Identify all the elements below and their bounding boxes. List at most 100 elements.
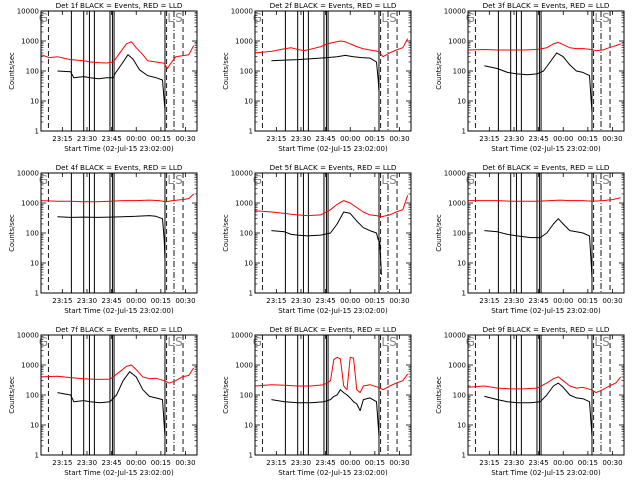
series-lld-line — [467, 41, 621, 52]
flag-letter-s: S — [389, 173, 397, 187]
y-tick-label: 1000 — [448, 38, 466, 46]
series-lld-line — [254, 38, 409, 58]
detector-panel-5: Det 5f BLACK = Events, RED = LLD Counts/s… — [222, 163, 412, 315]
flag-letter-l: L — [381, 11, 388, 25]
y-tick-label: 1 — [249, 128, 253, 136]
panel-title: Det 3f BLACK = Events, RED = LLD — [483, 1, 610, 10]
flag-letter-g: G — [39, 11, 48, 25]
x-tick-label: 00:15 — [151, 459, 171, 467]
detector-panel-4: Det 4f BLACK = Events, RED = LLD Counts/s… — [8, 163, 198, 315]
plot-frame — [467, 334, 625, 456]
x-tick-label: 00:30 — [389, 297, 409, 305]
series-events-line — [57, 54, 166, 111]
x-tick-label: 23:15 — [479, 135, 499, 143]
flag-letter-l: L — [167, 11, 174, 25]
x-tick-label: 23:15 — [52, 135, 72, 143]
x-tick-label: 00:30 — [175, 459, 195, 467]
series-lld-line — [468, 197, 621, 202]
y-tick-label: 10 — [457, 260, 466, 268]
x-tick-label: 23:15 — [266, 297, 286, 305]
x-tick-label: 00:30 — [175, 297, 195, 305]
series-lld-line — [40, 193, 195, 203]
panel-title: Det 9f BLACK = Events, RED = LLD — [483, 325, 610, 334]
x-axis-label: Start Time (02-Jul-15 23:02:00) — [278, 469, 388, 477]
plot-frame — [40, 334, 198, 456]
x-axis-label: Start Time (02-Jul-15 23:02:00) — [278, 307, 388, 315]
series-events-line — [57, 371, 166, 437]
x-tick-label: 23:45 — [316, 297, 336, 305]
flag-letter-g: G — [39, 173, 48, 187]
x-tick-label: 00:00 — [553, 459, 573, 467]
y-tick-label: 100 — [240, 392, 253, 400]
x-tick-label: 23:30 — [504, 459, 524, 467]
series-events-line — [271, 389, 380, 437]
series-lld-line — [254, 356, 409, 394]
flag-letter-s: S — [389, 11, 397, 25]
x-tick-label: 23:45 — [316, 135, 336, 143]
y-axis-label: Counts/sec — [8, 52, 16, 90]
x-tick-label: 23:45 — [529, 297, 549, 305]
x-tick-label: 00:30 — [389, 135, 409, 143]
panel-title: Det 7f BLACK = Events, RED = LLD — [56, 325, 183, 334]
panel-title: Det 1f BLACK = Events, RED = LLD — [56, 1, 183, 10]
series-lld-line — [467, 376, 622, 394]
y-axis-label: Counts/sec — [222, 376, 230, 414]
detector-panel-1: Det 1f BLACK = Events, RED = LLD Counts/s… — [8, 1, 198, 153]
flag-letter-g: G — [39, 335, 48, 349]
x-tick-label: 23:45 — [529, 459, 549, 467]
y-tick-label: 100 — [453, 230, 466, 238]
y-tick-label: 10000 — [17, 8, 39, 16]
x-tick-label: 00:00 — [126, 297, 146, 305]
series-lld-line — [40, 41, 195, 70]
flag-letter-l: L — [594, 11, 601, 25]
x-tick-label: 00:00 — [553, 135, 573, 143]
x-tick-label: 23:30 — [504, 297, 524, 305]
y-axis-label: Counts/sec — [8, 214, 16, 252]
x-tick-label: 00:15 — [365, 297, 385, 305]
y-tick-label: 1000 — [21, 200, 39, 208]
series-events-line — [484, 218, 593, 279]
y-tick-label: 100 — [26, 392, 39, 400]
x-tick-label: 00:15 — [365, 459, 385, 467]
series-events-line — [484, 52, 593, 113]
flag-letter-s: S — [602, 335, 610, 349]
x-tick-label: 23:30 — [504, 135, 524, 143]
y-tick-label: 1 — [462, 290, 466, 298]
x-tick-label: 23:30 — [291, 135, 311, 143]
x-tick-label: 23:30 — [291, 297, 311, 305]
y-axis-label: Counts/sec — [435, 376, 443, 414]
y-tick-label: 100 — [453, 68, 466, 76]
panel-title: Det 8f BLACK = Events, RED = LLD — [270, 325, 397, 334]
x-tick-label: 23:30 — [77, 135, 97, 143]
panel-title: Det 4f BLACK = Events, RED = LLD — [56, 163, 183, 172]
panel-title: Det 2f BLACK = Events, RED = LLD — [270, 1, 397, 10]
x-tick-label: 00:15 — [151, 297, 171, 305]
flag-letter-l: L — [594, 173, 601, 187]
x-axis-label: Start Time (02-Jul-15 23:02:00) — [64, 307, 174, 315]
y-axis-label: Counts/sec — [435, 52, 443, 90]
flag-letter-g: G — [253, 335, 262, 349]
x-tick-label: 23:45 — [102, 135, 122, 143]
flag-letter-s: S — [175, 173, 183, 187]
flag-letter-g: G — [466, 11, 475, 25]
y-tick-label: 10000 — [17, 170, 39, 178]
y-tick-label: 10000 — [444, 332, 466, 340]
x-tick-label: 00:30 — [175, 135, 195, 143]
x-tick-label: 00:15 — [151, 135, 171, 143]
flag-letter-g: G — [466, 335, 475, 349]
flag-letter-l: L — [381, 335, 388, 349]
y-tick-label: 10000 — [231, 8, 253, 16]
x-tick-label: 23:15 — [266, 135, 286, 143]
x-tick-label: 23:45 — [529, 135, 549, 143]
x-tick-label: 23:30 — [77, 297, 97, 305]
y-tick-label: 1 — [462, 452, 466, 460]
series-events-line — [271, 211, 382, 275]
x-tick-label: 23:15 — [52, 459, 72, 467]
series-lld-line — [254, 195, 409, 218]
y-tick-label: 100 — [240, 230, 253, 238]
series-events-line — [271, 54, 380, 93]
detector-panel-2: Det 2f BLACK = Events, RED = LLD Counts/s… — [222, 1, 412, 153]
y-axis-label: Counts/sec — [8, 376, 16, 414]
x-axis-label: Start Time (02-Jul-15 23:02:00) — [491, 145, 601, 153]
